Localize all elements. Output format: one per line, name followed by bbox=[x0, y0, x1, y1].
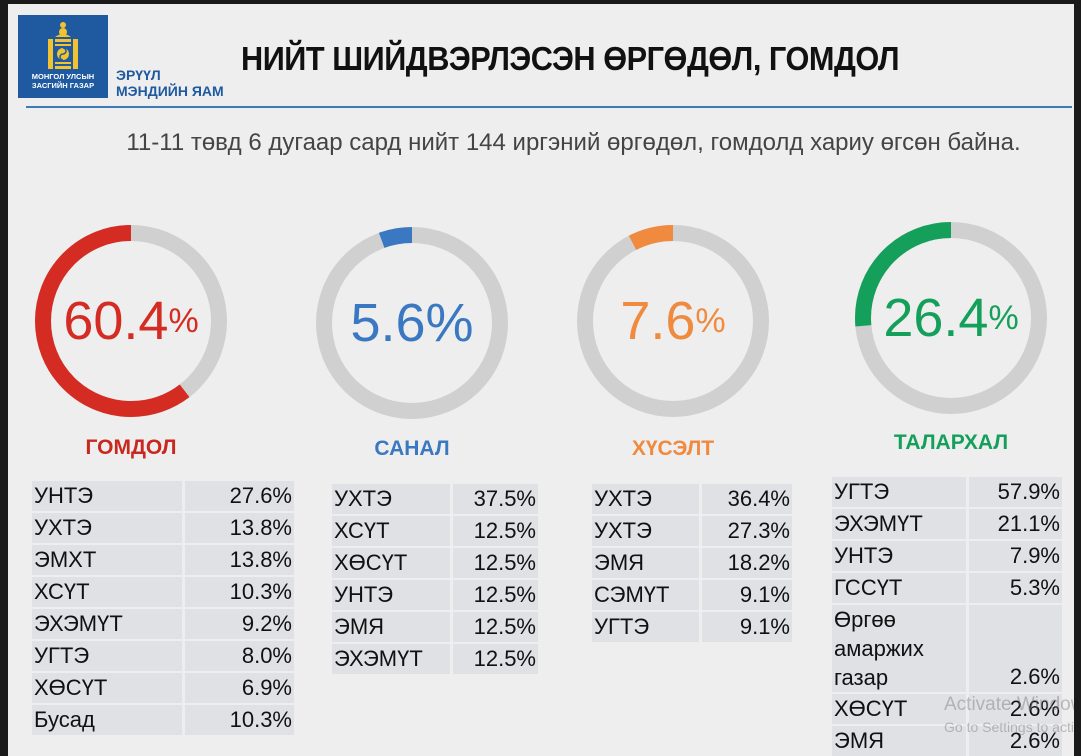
header-divider bbox=[26, 106, 1072, 108]
table-row: УХТЭ 13.8% bbox=[32, 513, 294, 543]
table-row: ЭМЯ 12.5% bbox=[332, 612, 538, 642]
table-row: УНТЭ 27.6% bbox=[32, 481, 294, 511]
table-row: ГССҮТ 5.3% bbox=[832, 573, 1062, 603]
category-label-talarkhal: ТАЛАРХАЛ bbox=[893, 431, 1009, 454]
table-row: УНТЭ 12.5% bbox=[332, 580, 538, 610]
slide: МОНГОЛ УЛСЫН ЗАСГИЙН ГАЗАР ЭРҮҮЛ МЭНДИЙН… bbox=[8, 4, 1074, 756]
donut-khuselt: 7.6% bbox=[573, 221, 773, 421]
table-row: ЭМХТ 13.8% bbox=[32, 545, 294, 575]
donut-value: 7.6% bbox=[620, 291, 726, 351]
table-row: ЭХЭМҮТ 12.5% bbox=[332, 644, 538, 674]
table-row: УГТЭ 8.0% bbox=[32, 641, 294, 671]
soyombo-icon bbox=[48, 22, 78, 69]
table-talarkhal: УГТЭ 57.9% ЭХЭМҮТ 21.1% УНТЭ 7.9% ГССҮТ 5.3%… bbox=[832, 475, 1062, 756]
category-label-sanal: САНАЛ bbox=[374, 437, 450, 460]
logo-caption: МОНГОЛ УЛСЫН ЗАСГИЙН ГАЗАР bbox=[31, 72, 95, 90]
category-label-gomdol: ГОМДОЛ bbox=[85, 436, 177, 459]
table-row: СЭМҮТ 9.1% bbox=[592, 580, 792, 610]
table-row: ЭМЯ 18.2% bbox=[592, 548, 792, 578]
table-khuselt: УХТЭ 36.4% УХТЭ 27.3% ЭМЯ 18.2% СЭМҮТ 9.1% У… bbox=[592, 482, 792, 644]
table-row: УХТЭ 37.5% bbox=[332, 484, 538, 514]
donut-gomdol: 60.4% bbox=[31, 221, 231, 421]
donut-value: 26.4% bbox=[883, 288, 1019, 348]
activation-watermark: Activate Windows Go to Settings to activ… bbox=[944, 694, 1074, 735]
ministry-name: ЭРҮҮЛ МЭНДИЙН ЯАМ bbox=[116, 67, 224, 99]
table-row: ЭМЯ 2.6% bbox=[832, 726, 1062, 756]
page-title: НИЙТ ШИЙДВЭРЛЭСЭН ӨРГӨДӨЛ, ГОМДОЛ bbox=[241, 40, 900, 77]
donut-sanal: 5.6% bbox=[312, 223, 512, 423]
subtitle: 11-11 төвд 6 дугаар сард нийт 144 иргэни… bbox=[126, 129, 1021, 156]
table-row: УГТЭ 9.1% bbox=[592, 612, 792, 642]
table-row: ХӨСҮТ 2.6% bbox=[832, 694, 1062, 724]
table-row: ЭХЭМҮТ 21.1% bbox=[832, 509, 1062, 539]
table-row: УХТЭ 36.4% bbox=[592, 484, 792, 514]
table-row: ХӨСҮТ 6.9% bbox=[32, 673, 294, 703]
table-row: УГТЭ 57.9% bbox=[832, 477, 1062, 507]
table-row: Бусад 10.3% bbox=[32, 705, 294, 735]
table-row: УХТЭ 27.3% bbox=[592, 516, 792, 546]
donut-value: 5.6% bbox=[350, 293, 474, 353]
table-row: Өргөө амаржих газар 2.6% bbox=[832, 605, 1062, 692]
category-label-khuselt: ХҮСЭЛТ bbox=[631, 437, 715, 460]
table-row: ХСҮТ 10.3% bbox=[32, 577, 294, 607]
table-row: УНТЭ 7.9% bbox=[832, 541, 1062, 571]
government-logo: МОНГОЛ УЛСЫН ЗАСГИЙН ГАЗАР bbox=[18, 15, 108, 98]
table-row: ЭХЭМҮТ 9.2% bbox=[32, 609, 294, 639]
table-gomdol: УНТЭ 27.6% УХТЭ 13.8% ЭМХТ 13.8% ХСҮТ 10.3% … bbox=[32, 479, 294, 737]
donut-value: 60.4% bbox=[63, 291, 199, 351]
donut-talarkhal: 26.4% bbox=[851, 218, 1051, 418]
table-row: ХӨСҮТ 12.5% bbox=[332, 548, 538, 578]
table-sanal: УХТЭ 37.5% ХСҮТ 12.5% ХӨСҮТ 12.5% УНТЭ 12.5%… bbox=[332, 482, 538, 676]
table-row: ХСҮТ 12.5% bbox=[332, 516, 538, 546]
